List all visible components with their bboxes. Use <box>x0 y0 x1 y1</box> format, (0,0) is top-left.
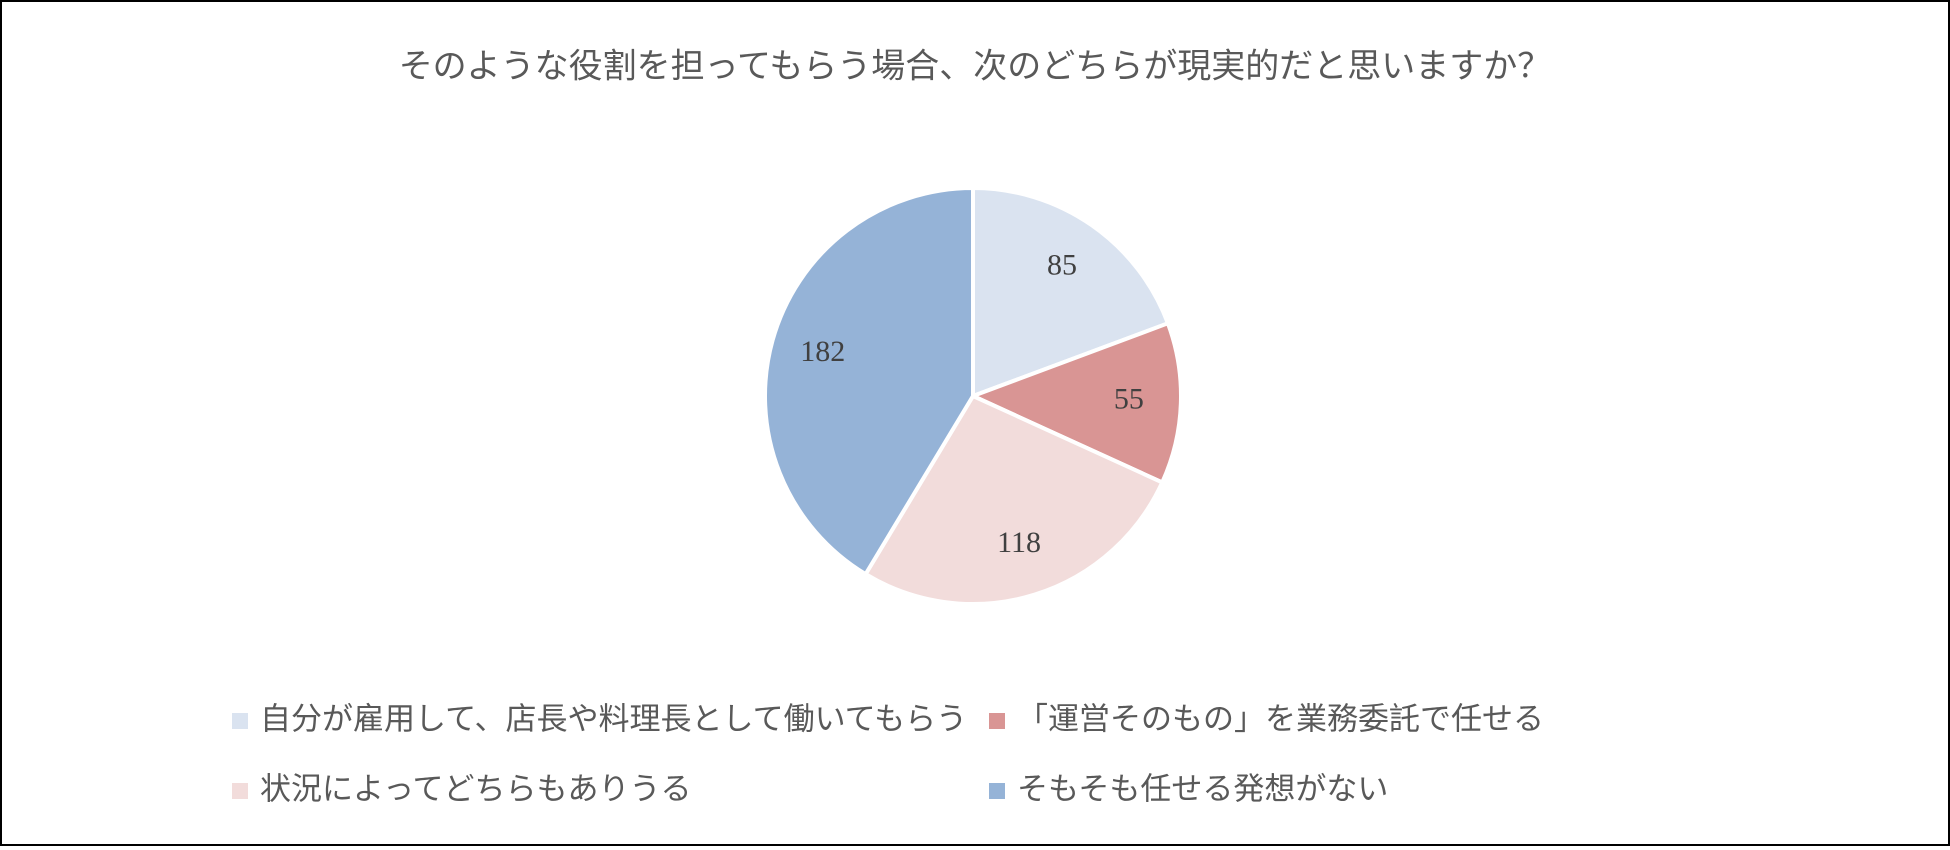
value-label: 55 <box>1114 382 1144 415</box>
legend-swatch <box>989 783 1005 799</box>
value-label: 85 <box>1047 249 1077 282</box>
chart-title: そのような役割を担ってもらう場合、次のどちらが現実的だと思いますか？ <box>399 47 1552 87</box>
pie-slice <box>763 185 975 577</box>
pie-slice <box>862 393 1165 606</box>
legend-label: 状況によってどちらもありうる <box>260 772 692 808</box>
legend-swatch <box>232 783 248 799</box>
pie-slice <box>971 185 1171 399</box>
pie-slice <box>967 320 1183 486</box>
legend-label: 自分が雇用して、店長や料理長として働いてもらう <box>260 702 967 738</box>
legend-swatch <box>232 713 248 729</box>
value-label: 182 <box>800 335 845 368</box>
legend-label: 「運営そのもの」を業務委託で任せる <box>1017 702 1544 738</box>
legend-swatch <box>989 713 1005 729</box>
value-label: 118 <box>997 526 1041 559</box>
legend-label: そもそも任せる発想がない <box>1017 772 1388 808</box>
